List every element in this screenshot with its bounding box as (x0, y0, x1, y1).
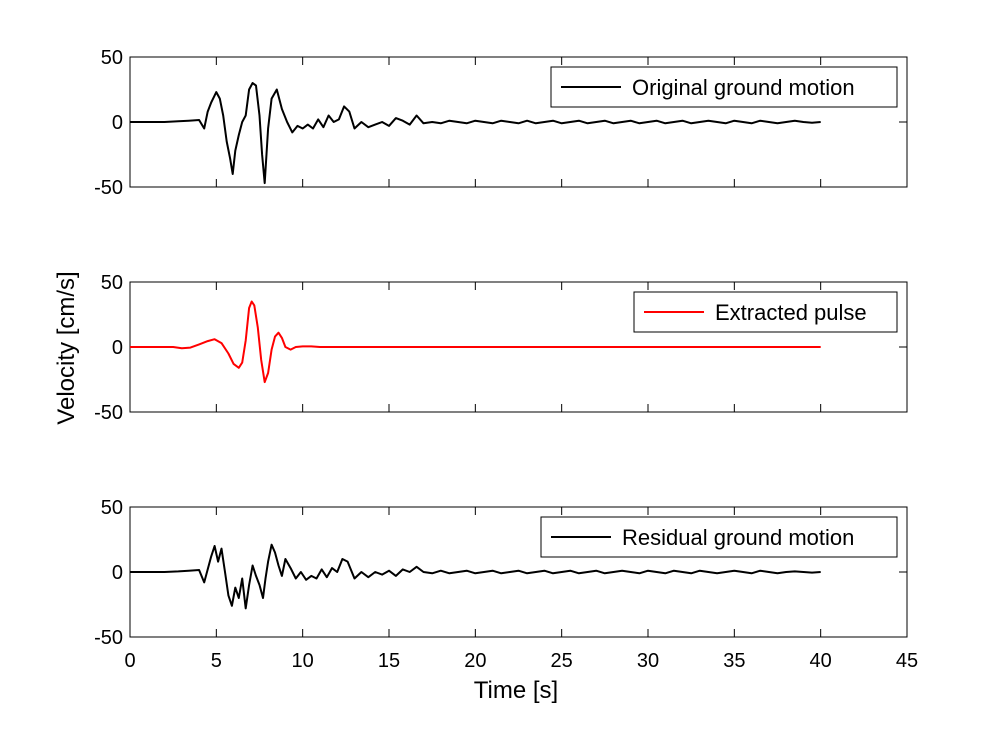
x-tick-label: 40 (810, 650, 832, 672)
legend-label: Extracted pulse (715, 300, 867, 325)
y-axis-title: Velocity [cm/s] (53, 271, 80, 424)
series-line-extracted (130, 300, 821, 384)
legend-label: Original ground motion (632, 75, 855, 100)
y-tick-label: -50 (94, 177, 123, 199)
subplot-original: 50 0 -50 Original ground motion (94, 47, 908, 199)
y-tick-label: 0 (112, 562, 123, 584)
series-line-residual (130, 543, 821, 610)
x-tick-label: 45 (896, 650, 918, 672)
x-tick-label: 5 (211, 650, 222, 672)
x-tick-label: 25 (551, 650, 573, 672)
y-tick-label: -50 (94, 627, 123, 649)
subplot-extracted: 50 0 -50 Extracted pulse (94, 272, 908, 424)
y-tick-label: 50 (101, 272, 123, 294)
x-tick-label: 15 (378, 650, 400, 672)
x-tick-label: 20 (464, 650, 486, 672)
x-tick-label: 0 (124, 650, 135, 672)
legend: Residual ground motion (540, 516, 898, 558)
x-axis-title: Time [s] (474, 677, 558, 704)
x-tick-label: 10 (292, 650, 314, 672)
legend: Extracted pulse (633, 291, 898, 333)
x-tick-label: 35 (723, 650, 745, 672)
y-tick-label: 0 (112, 337, 123, 359)
x-tick-label: 30 (637, 650, 659, 672)
legend-label: Residual ground motion (622, 525, 854, 550)
legend: Original ground motion (550, 66, 898, 108)
series-line-original (130, 82, 821, 185)
y-tick-label: -50 (94, 402, 123, 424)
y-tick-label: 50 (101, 497, 123, 519)
y-tick-label: 50 (101, 47, 123, 69)
y-tick-label: 0 (112, 112, 123, 134)
